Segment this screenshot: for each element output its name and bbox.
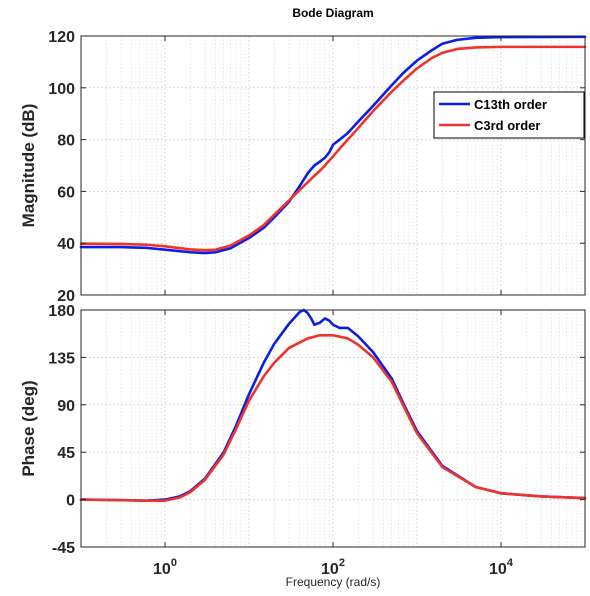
- y-tick-label: 90: [57, 398, 75, 415]
- legend-box: [433, 91, 585, 139]
- x-tick-label: 104: [489, 557, 514, 578]
- y-tick-label: 0: [66, 493, 75, 510]
- series-line-c13th-order: [79, 35, 587, 255]
- y-tick-label: 180: [48, 303, 75, 320]
- y-tick-label: 20: [57, 288, 75, 305]
- chart-title: Bode Diagram: [292, 6, 373, 20]
- y-tick-label: 80: [57, 133, 75, 150]
- y-tick-label: 120: [48, 29, 75, 46]
- x-tick-label: 100: [153, 557, 177, 578]
- series-line-c3rd-order: [79, 45, 587, 252]
- legend: C13th order C3rd order: [433, 91, 585, 139]
- legend-entry-label: C3rd order: [474, 118, 540, 133]
- x-axis-label: Frequency (rad/s): [286, 575, 381, 589]
- subplot-magnitude: 20 40 60 80 100 120 Magnitude (dB): [19, 29, 587, 305]
- x-tick-label: 102: [321, 557, 345, 578]
- y-axis-label: Magnitude (dB): [19, 104, 38, 228]
- y-tick-label: 100: [48, 81, 75, 98]
- y-tick-label: 45: [57, 445, 75, 462]
- y-tick-label: 40: [57, 236, 75, 253]
- subplot-phase: -45 0 45 90 135 180 Phase (deg): [19, 303, 587, 557]
- legend-entry-label: C13th order: [474, 97, 547, 112]
- plot-area: 20 40 60 80 100 120 Magnitude (dB) -45 0 45 90 135 1…: [19, 29, 587, 578]
- series-line-c3rd-order: [79, 333, 587, 502]
- y-tick-label: -45: [52, 540, 75, 557]
- y-tick-label: 135: [48, 350, 75, 367]
- y-axis-label: Phase (deg): [19, 380, 38, 476]
- y-tick-label: 60: [57, 184, 75, 201]
